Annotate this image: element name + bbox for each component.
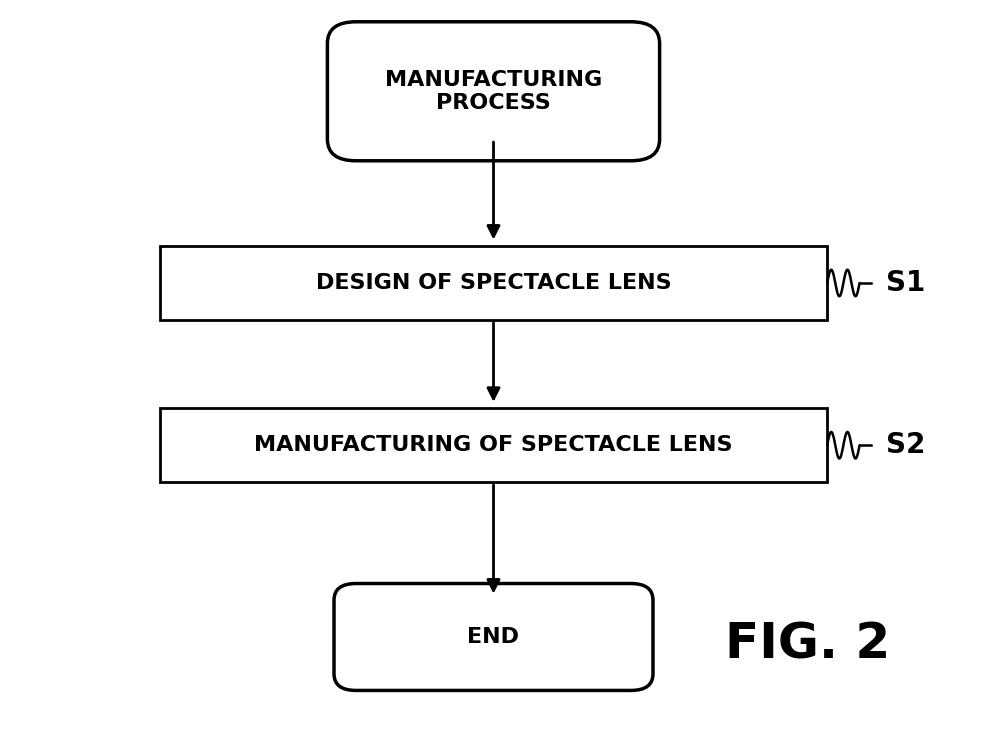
Bar xyxy=(160,246,826,320)
Text: FIG. 2: FIG. 2 xyxy=(724,620,889,669)
Text: MANUFACTURING OF SPECTACLE LENS: MANUFACTURING OF SPECTACLE LENS xyxy=(254,435,732,455)
Text: S2: S2 xyxy=(885,431,925,459)
Text: MANUFACTURING
PROCESS: MANUFACTURING PROCESS xyxy=(385,70,601,113)
Text: END: END xyxy=(467,627,519,647)
FancyBboxPatch shape xyxy=(333,583,653,690)
Bar xyxy=(160,409,826,482)
FancyBboxPatch shape xyxy=(327,22,659,160)
Text: DESIGN OF SPECTACLE LENS: DESIGN OF SPECTACLE LENS xyxy=(316,273,670,293)
Text: S1: S1 xyxy=(885,269,925,297)
